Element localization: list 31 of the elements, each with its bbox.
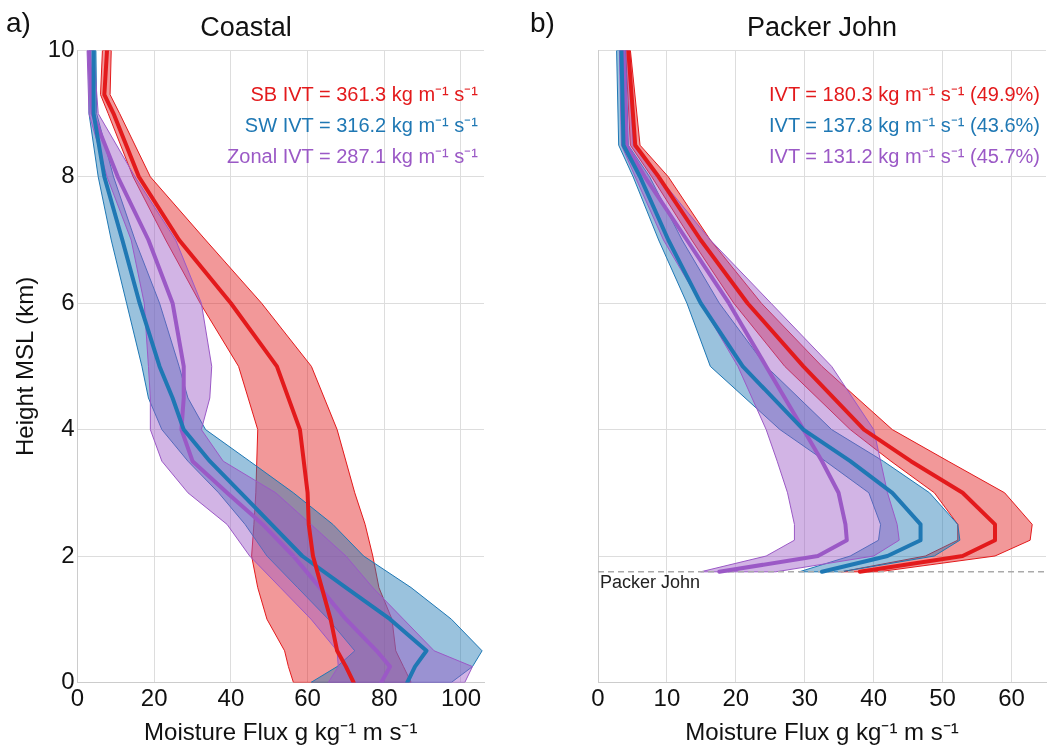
x-tick-label: 80	[370, 684, 398, 712]
x-tick-label: 40	[217, 684, 245, 712]
text: SW IVT = 316.2 kg m⁻¹ s⁻¹	[244, 113, 479, 136]
x-tick-label: 10	[653, 684, 681, 712]
text: b)	[530, 6, 555, 38]
y-tick-label: 2	[61, 540, 75, 568]
y-axis-title: Height MSL (km)	[11, 276, 39, 456]
x-tick-label: 50	[929, 684, 956, 712]
x-axis-title: Moisture Flux g kg⁻¹ m s⁻¹	[144, 718, 418, 746]
x-tick-label: 30	[791, 684, 819, 712]
text: Zonal IVT = 287.1 kg m⁻¹ s⁻¹	[227, 144, 479, 167]
y-tick-label: 10	[47, 35, 75, 63]
x-tick-label: 40	[860, 684, 888, 712]
y-tick-label: 6	[61, 287, 75, 315]
y-tick-label: 4	[61, 414, 75, 442]
text: SB IVT = 361.3 kg m⁻¹ s⁻¹	[250, 82, 479, 105]
text: IVT = 131.2 kg m⁻¹ s⁻¹ (45.7%)	[769, 144, 1040, 167]
text: IVT = 137.8 kg m⁻¹ s⁻¹ (43.6%)	[769, 113, 1040, 136]
x-tick-label: 100	[440, 684, 482, 712]
ref-line-label: Packer John	[600, 571, 701, 592]
text: IVT = 180.3 kg m⁻¹ s⁻¹ (49.9%)	[769, 82, 1040, 105]
x-tick-label: 60	[294, 684, 321, 712]
x-tick-label: 20	[140, 684, 168, 712]
x-tick-label: 60	[998, 684, 1025, 712]
chart-title: Packer John	[746, 11, 898, 42]
x-axis-title: Moisture Flux g kg⁻¹ m s⁻¹	[685, 718, 959, 746]
chart-title: Coastal	[200, 11, 292, 42]
x-tick-label: 0	[591, 684, 605, 712]
y-tick-label: 8	[61, 161, 75, 189]
x-tick-label: 20	[722, 684, 750, 712]
text: a)	[6, 6, 31, 38]
